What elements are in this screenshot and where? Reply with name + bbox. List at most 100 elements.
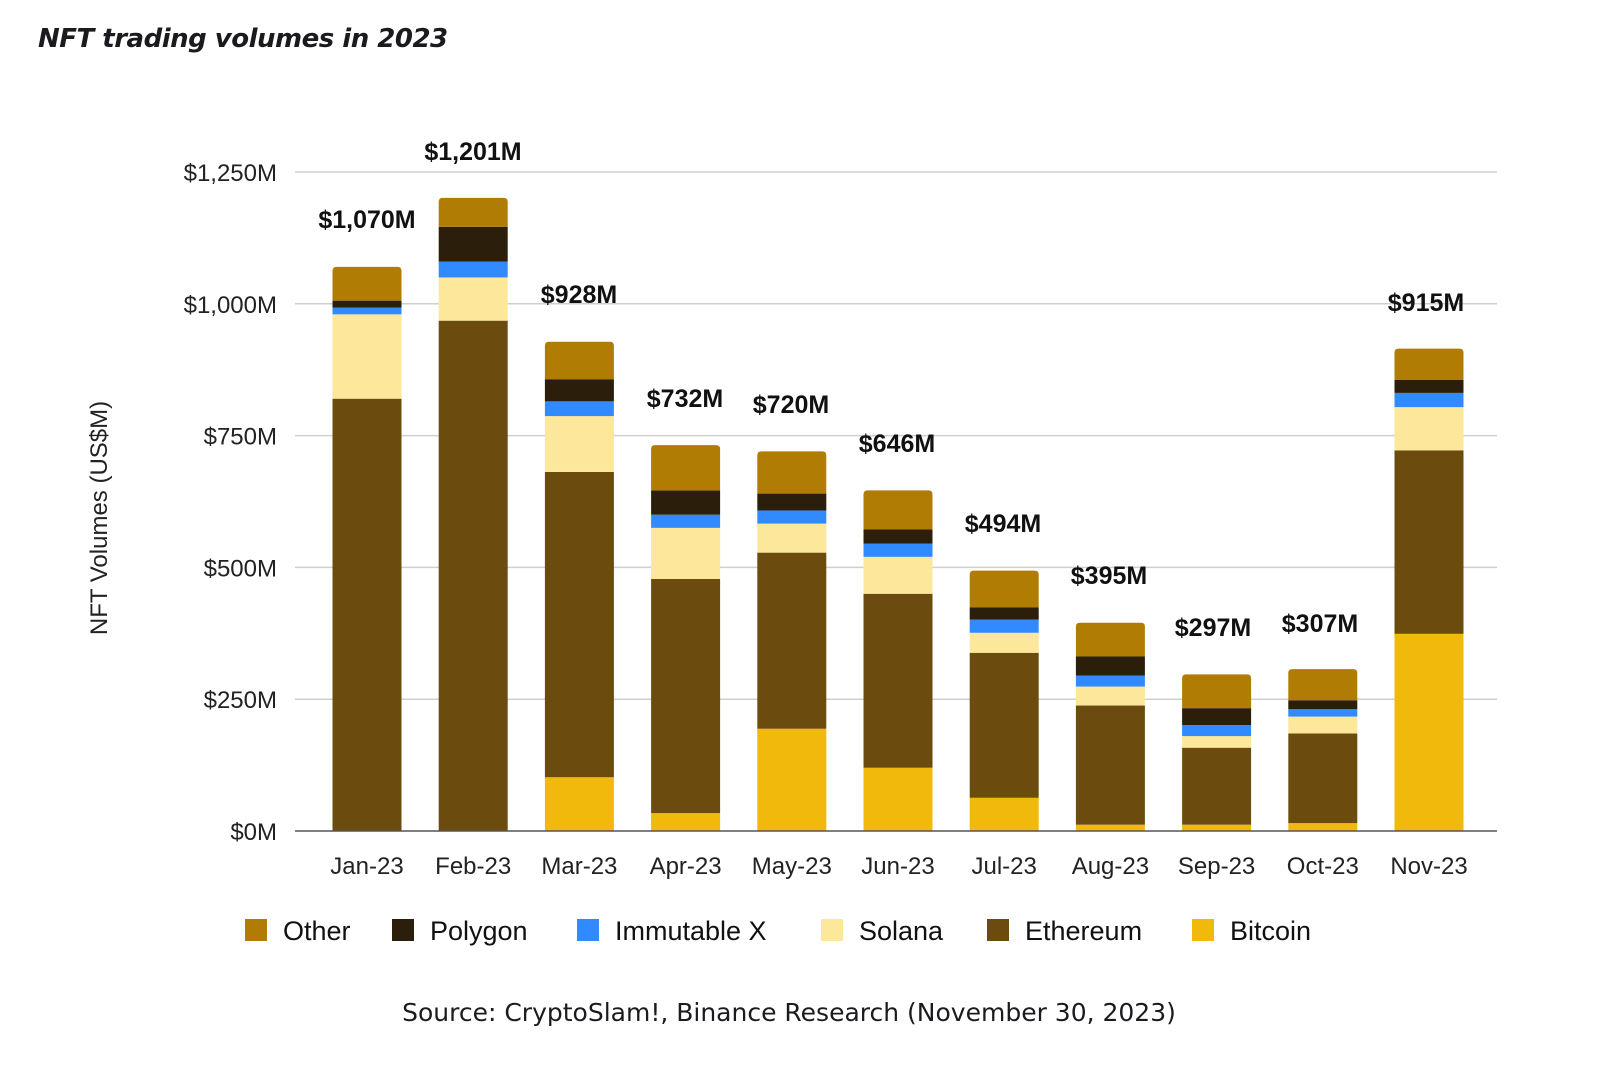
bar-stack-jun-23 — [863, 490, 933, 831]
bar-segment-immutable-x — [863, 543, 933, 557]
bar-segment-ethereum — [438, 320, 508, 831]
bar-segment-other — [438, 197, 508, 227]
bar-segment-polygon — [1288, 700, 1358, 710]
bar-segment-polygon — [757, 493, 827, 511]
bar-segment-solana — [1394, 407, 1464, 451]
total-labels: $1,070M $1,201M $928M $732M $720M $646M $494M $… — [318, 138, 1464, 642]
bar-segment-other — [1394, 348, 1464, 380]
bar-segment-other — [1288, 669, 1358, 701]
bar-segment-immutable-x — [332, 307, 402, 315]
legend-item-ethereum: Ethereum — [987, 916, 1142, 946]
bar-segment-bitcoin — [969, 797, 1039, 831]
bar-segment-immutable-x — [757, 510, 827, 524]
legend-swatch — [987, 919, 1009, 941]
bar-segment-bitcoin — [1288, 823, 1358, 831]
bar-segment-ethereum — [544, 471, 614, 778]
legend-swatch — [1192, 919, 1214, 941]
bar-stack-oct-23 — [1288, 669, 1358, 831]
bar-segment-other — [863, 490, 933, 530]
x-tick-label: Sep-23 — [1178, 853, 1255, 880]
bar-segment-ethereum — [757, 552, 827, 729]
total-label: $297M — [1175, 614, 1251, 642]
bar-segment-other — [1182, 674, 1252, 709]
bar-segment-immutable-x — [1075, 675, 1145, 687]
bar-segment-ethereum — [651, 578, 721, 814]
bar-segment-ethereum — [969, 652, 1039, 798]
x-tick-label: Nov-23 — [1390, 853, 1467, 880]
y-tick-label: $500M — [204, 555, 277, 582]
bar-stack-feb-23 — [438, 197, 508, 831]
legend-swatch — [392, 919, 414, 941]
bar-segment-ethereum — [1288, 733, 1358, 824]
bar-stack-nov-23 — [1394, 348, 1464, 831]
y-axis-title: NFT Volumes (US$M) — [86, 401, 113, 635]
bar-segment-polygon — [438, 226, 508, 262]
bar-segment-immutable-x — [969, 619, 1039, 633]
legend-item-polygon: Polygon — [392, 916, 528, 946]
legend-item-other: Other — [245, 916, 351, 946]
total-label: $720M — [753, 391, 829, 419]
bar-segment-solana — [757, 523, 827, 553]
bar-segment-other — [332, 266, 402, 301]
bar-segment-polygon — [863, 529, 933, 544]
x-tick-label: Aug-23 — [1072, 853, 1149, 880]
legend-label: Polygon — [430, 916, 528, 946]
legend-item-immutable-x: Immutable X — [577, 916, 767, 946]
bar-segment-ethereum — [1394, 450, 1464, 634]
bar-segment-polygon — [651, 490, 721, 515]
bar-segment-solana — [969, 632, 1039, 653]
bars — [332, 197, 1464, 831]
bar-segment-ethereum — [1182, 747, 1252, 825]
bar-stack-sep-23 — [1182, 674, 1252, 831]
bar-segment-solana — [1182, 736, 1252, 748]
bar-segment-other — [757, 451, 827, 494]
x-tick-label: Jan-23 — [330, 853, 403, 880]
legend-item-solana: Solana — [821, 916, 944, 946]
total-label: $928M — [541, 281, 617, 309]
bar-segment-solana — [651, 527, 721, 579]
bar-stack-jul-23 — [969, 570, 1039, 831]
bar-segment-solana — [863, 556, 933, 594]
y-tick-label: $1,000M — [184, 292, 277, 319]
bar-segment-ethereum — [863, 593, 933, 768]
bar-segment-bitcoin — [1182, 824, 1252, 831]
legend-swatch — [245, 919, 267, 941]
bar-stack-apr-23 — [651, 445, 721, 831]
bar-stack-jan-23 — [332, 266, 402, 831]
legend-swatch — [821, 919, 843, 941]
x-tick-label: Jul-23 — [972, 853, 1037, 880]
bar-segment-other — [651, 445, 721, 491]
bar-segment-immutable-x — [1182, 725, 1252, 737]
bar-segment-immutable-x — [1394, 392, 1464, 408]
legend-label: Immutable X — [615, 916, 767, 946]
bar-segment-bitcoin — [544, 777, 614, 831]
legend: Other Polygon Immutable X Solana Ethereum Bit… — [245, 916, 1311, 946]
bar-segment-solana — [1075, 686, 1145, 706]
bar-segment-bitcoin — [757, 728, 827, 831]
bar-segment-immutable-x — [1288, 709, 1358, 717]
bar-segment-polygon — [1394, 379, 1464, 393]
bar-stack-aug-23 — [1075, 622, 1145, 831]
legend-label: Other — [283, 916, 351, 946]
bar-stack-mar-23 — [544, 341, 614, 831]
bar-segment-bitcoin — [1075, 824, 1145, 831]
bar-stack-may-23 — [757, 451, 827, 831]
stacked-bar-chart: $0M $250M $500M $750M $1,000M $1,250M $1,070M… — [86, 138, 1497, 946]
bar-segment-solana — [438, 277, 508, 321]
total-label: $1,070M — [318, 206, 415, 234]
y-tick-label: $1,250M — [184, 160, 277, 187]
bar-segment-other — [1075, 622, 1145, 657]
legend-item-bitcoin: Bitcoin — [1192, 916, 1311, 946]
bar-segment-bitcoin — [1394, 633, 1464, 831]
bar-segment-polygon — [1075, 656, 1145, 676]
bar-segment-immutable-x — [544, 401, 614, 417]
bar-segment-bitcoin — [863, 767, 933, 831]
x-tick-label: Mar-23 — [541, 853, 617, 880]
bar-segment-ethereum — [332, 398, 402, 831]
legend-label: Ethereum — [1025, 916, 1142, 946]
x-axis-ticks: Jan-23 Feb-23 Mar-23 Apr-23 May-23 Jun-23 Jul-… — [330, 853, 1467, 880]
chart-title: NFT trading volumes in 2023 — [38, 24, 448, 54]
bar-segment-polygon — [332, 300, 402, 308]
legend-swatch — [577, 919, 599, 941]
total-label: $307M — [1282, 610, 1358, 638]
